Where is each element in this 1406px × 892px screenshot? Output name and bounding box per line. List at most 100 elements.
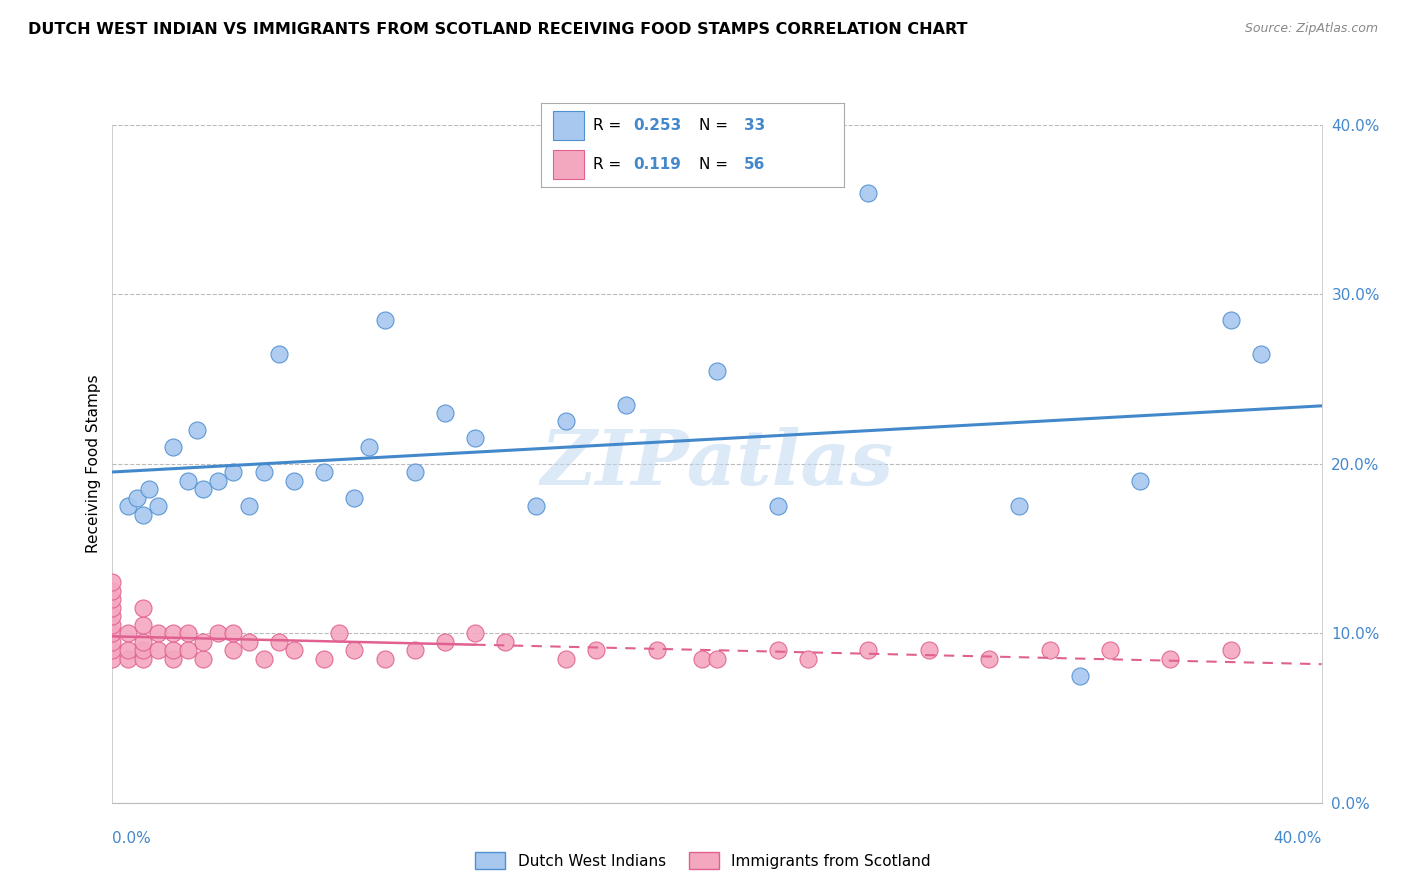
- Point: [132, 651, 155, 665]
- Point: [404, 643, 426, 657]
- Point: [918, 643, 941, 657]
- Point: [585, 643, 607, 657]
- Point: [404, 466, 426, 480]
- Legend: Dutch West Indians, Immigrants from Scotland: Dutch West Indians, Immigrants from Scot…: [468, 846, 938, 875]
- Text: 56: 56: [744, 157, 765, 172]
- Point: [1220, 313, 1243, 327]
- Text: 40.0%: 40.0%: [1274, 831, 1322, 846]
- Point: [1038, 643, 1062, 657]
- Point: [464, 432, 486, 446]
- Point: [267, 635, 290, 649]
- Point: [977, 651, 1000, 665]
- Point: [125, 491, 148, 505]
- Point: [495, 635, 517, 649]
- Point: [1220, 643, 1243, 657]
- Point: [191, 635, 214, 649]
- Point: [101, 643, 124, 657]
- Point: [267, 346, 290, 360]
- Point: [222, 626, 245, 640]
- Point: [117, 651, 139, 665]
- Point: [690, 651, 713, 665]
- Point: [162, 440, 184, 454]
- Point: [177, 626, 200, 640]
- Point: [101, 635, 124, 649]
- Point: [101, 575, 124, 590]
- Point: [101, 592, 124, 607]
- Point: [238, 635, 260, 649]
- Point: [101, 583, 124, 598]
- Point: [253, 651, 276, 665]
- Point: [374, 313, 396, 327]
- Text: ZIPatlas: ZIPatlas: [540, 427, 894, 500]
- Point: [138, 482, 160, 496]
- Point: [343, 491, 366, 505]
- Text: Source: ZipAtlas.com: Source: ZipAtlas.com: [1244, 22, 1378, 36]
- Point: [645, 643, 668, 657]
- Point: [191, 482, 214, 496]
- Point: [101, 617, 124, 632]
- Point: [1098, 643, 1121, 657]
- Y-axis label: Receiving Food Stamps: Receiving Food Stamps: [86, 375, 101, 553]
- Point: [101, 609, 124, 624]
- Point: [766, 500, 789, 514]
- Point: [616, 398, 638, 412]
- Point: [146, 643, 169, 657]
- Point: [186, 423, 208, 437]
- Text: 33: 33: [744, 118, 765, 133]
- Point: [314, 466, 336, 480]
- Point: [177, 474, 200, 488]
- Text: N =: N =: [699, 118, 733, 133]
- Point: [146, 500, 169, 514]
- Point: [177, 643, 200, 657]
- Bar: [554, 111, 583, 140]
- Point: [132, 601, 155, 615]
- Point: [207, 626, 229, 640]
- Point: [343, 643, 366, 657]
- Point: [359, 440, 381, 454]
- Point: [1159, 651, 1181, 665]
- Point: [706, 364, 728, 378]
- Point: [132, 617, 155, 632]
- Point: [253, 466, 276, 480]
- Point: [856, 186, 880, 200]
- Point: [856, 643, 880, 657]
- Point: [146, 626, 169, 640]
- Point: [1250, 346, 1272, 360]
- Point: [101, 601, 124, 615]
- Point: [433, 635, 456, 649]
- Text: 0.253: 0.253: [634, 118, 682, 133]
- Bar: [554, 150, 583, 178]
- Point: [796, 651, 818, 665]
- Point: [314, 651, 336, 665]
- Point: [1129, 474, 1152, 488]
- Point: [238, 500, 260, 514]
- Point: [132, 635, 155, 649]
- Point: [433, 406, 456, 420]
- Point: [328, 626, 350, 640]
- Point: [162, 643, 184, 657]
- Text: 0.119: 0.119: [634, 157, 682, 172]
- Point: [524, 500, 547, 514]
- Point: [1008, 500, 1031, 514]
- Point: [766, 643, 789, 657]
- Point: [132, 508, 155, 522]
- Point: [191, 651, 214, 665]
- Point: [1069, 669, 1091, 683]
- Point: [283, 474, 305, 488]
- Point: [222, 466, 245, 480]
- Point: [554, 651, 576, 665]
- Point: [117, 626, 139, 640]
- Text: N =: N =: [699, 157, 733, 172]
- Point: [117, 500, 139, 514]
- Point: [464, 626, 486, 640]
- Point: [554, 414, 576, 429]
- Point: [162, 626, 184, 640]
- Text: R =: R =: [593, 157, 626, 172]
- Text: 0.0%: 0.0%: [112, 831, 152, 846]
- Point: [117, 643, 139, 657]
- Point: [374, 651, 396, 665]
- Point: [101, 626, 124, 640]
- Point: [132, 643, 155, 657]
- Point: [222, 643, 245, 657]
- Text: R =: R =: [593, 118, 626, 133]
